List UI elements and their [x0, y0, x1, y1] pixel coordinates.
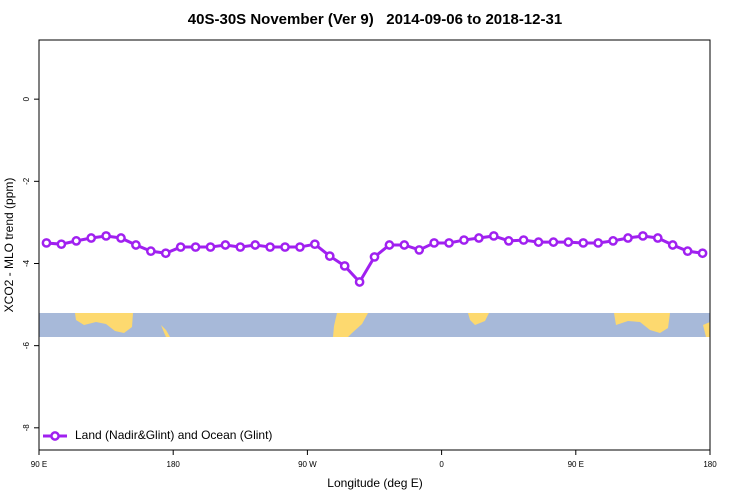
land — [161, 325, 170, 337]
x-tick-label: 0 — [439, 460, 444, 469]
point — [652, 233, 663, 243]
point — [608, 236, 618, 246]
point — [429, 238, 439, 248]
y-tick-label: -2 — [22, 177, 31, 185]
point — [578, 238, 589, 248]
chart-title: 40S-30S November (Ver 9) 2014-09-06 to 2… — [188, 11, 562, 28]
point — [414, 245, 425, 255]
point — [682, 246, 693, 257]
point — [220, 240, 231, 250]
point — [265, 242, 275, 252]
y-tick-label: 0 — [22, 96, 31, 101]
y-tick-label: -4 — [22, 259, 31, 267]
point — [563, 237, 574, 247]
point — [175, 242, 186, 252]
point — [354, 277, 365, 287]
point — [474, 233, 484, 243]
point — [324, 251, 335, 261]
point — [533, 237, 544, 247]
point — [667, 240, 678, 250]
point — [160, 248, 171, 259]
point — [444, 238, 454, 248]
land — [468, 313, 489, 325]
point — [56, 239, 67, 250]
point — [280, 242, 290, 252]
point — [399, 240, 410, 250]
y-tick-label: -6 — [22, 342, 31, 350]
x-tick-label: 90 E — [31, 460, 47, 469]
point — [369, 252, 380, 262]
x-tick-label: 90 E — [568, 460, 584, 469]
point — [638, 231, 648, 241]
point — [548, 237, 559, 247]
x-tick-label: 180 — [167, 460, 181, 469]
point — [145, 246, 156, 257]
point — [697, 248, 708, 259]
point — [250, 240, 261, 250]
map-strip — [39, 313, 710, 337]
point — [205, 242, 216, 252]
y-tick-label: -8 — [22, 424, 31, 432]
point — [190, 242, 201, 252]
point — [339, 261, 350, 271]
point — [116, 233, 126, 243]
point — [623, 233, 633, 243]
point — [384, 240, 395, 250]
point — [101, 231, 111, 241]
land — [703, 322, 710, 337]
x-tick-label: 180 — [703, 460, 717, 469]
point — [488, 231, 499, 241]
x-tick-label: 90 W — [298, 460, 317, 469]
point — [71, 236, 82, 246]
land — [614, 313, 670, 333]
point — [295, 242, 305, 252]
point — [235, 242, 246, 252]
point — [459, 235, 469, 245]
point — [593, 238, 604, 248]
point — [131, 240, 141, 250]
plot-frame — [38, 39, 711, 451]
point — [310, 239, 320, 250]
legend-label: Land (Nadir&Glint) and Ocean (Glint) — [75, 428, 272, 442]
point — [503, 236, 514, 246]
land — [75, 313, 133, 333]
legend-marker — [50, 431, 60, 441]
y-axis-label: XCO2 - MLO trend (ppm) — [2, 178, 16, 313]
ocean — [39, 313, 710, 337]
land — [333, 313, 368, 337]
point — [518, 235, 529, 245]
point — [41, 238, 52, 248]
point — [86, 233, 97, 243]
x-axis-label: Longitude (deg E) — [327, 476, 422, 490]
